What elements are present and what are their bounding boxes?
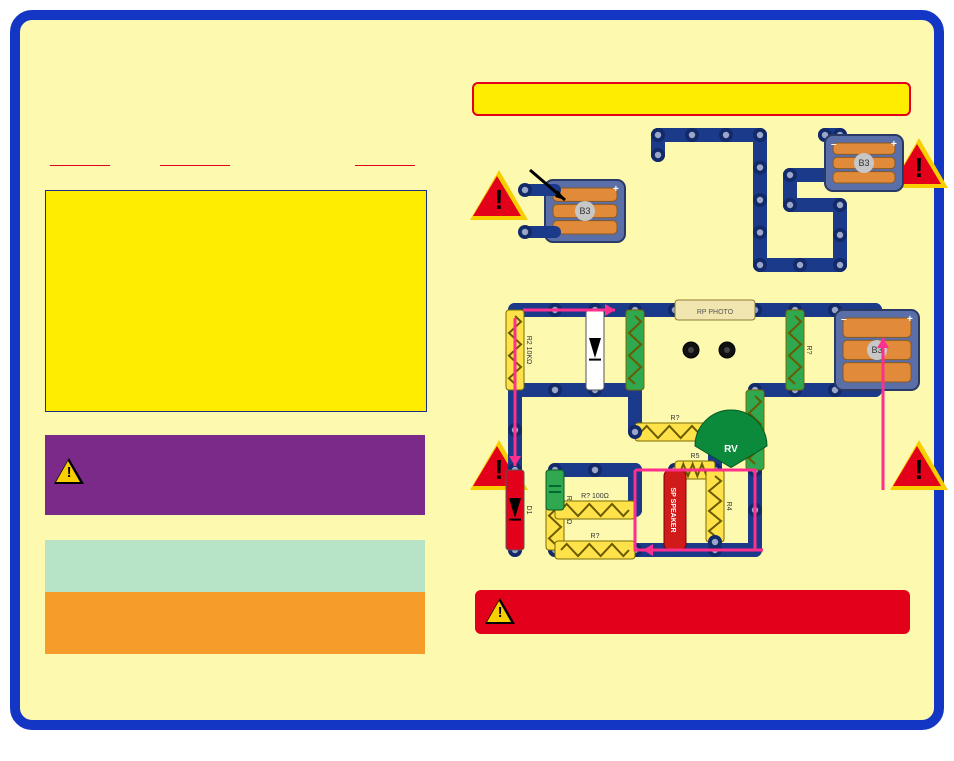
svg-text:RP PHOTO: RP PHOTO (697, 309, 734, 316)
svg-text:R5: R5 (691, 453, 700, 460)
page-frame: !!!!!! B3–+B3–+ R2 10KΩR3 10KΩR?R? 100ΩR… (10, 10, 944, 730)
svg-text:D1: D1 (525, 506, 532, 515)
svg-text:–: – (841, 314, 847, 325)
circuit-diagram-bottom: R2 10KΩR3 10KΩR?R? 100ΩR5R?R4R?D1RP PHOT… (20, 20, 934, 720)
svg-text:R? 100Ω: R? 100Ω (581, 493, 609, 500)
svg-text:R4: R4 (725, 502, 732, 511)
svg-text:R?: R? (591, 533, 600, 540)
svg-text:SP SPEAKER: SP SPEAKER (669, 488, 676, 533)
svg-text:R?: R? (805, 346, 812, 355)
svg-text:+: + (907, 314, 913, 325)
svg-text:RV: RV (724, 444, 738, 455)
svg-text:R?: R? (671, 415, 680, 422)
svg-text:R2 10KΩ: R2 10KΩ (525, 336, 532, 365)
